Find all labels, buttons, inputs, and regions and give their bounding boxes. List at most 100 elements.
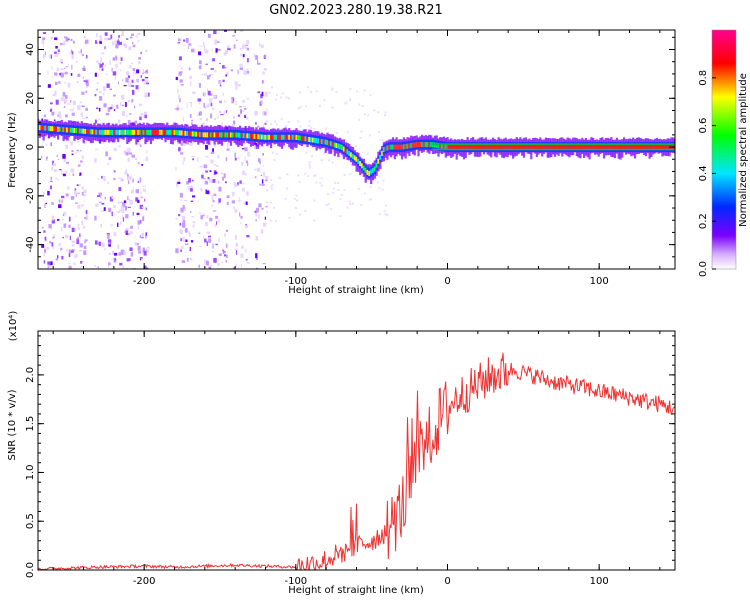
spectrogram-noise-cell: [81, 220, 83, 226]
spectrogram-noise-cell: [65, 234, 69, 238]
spectrogram-noise-cell: [65, 114, 68, 118]
spectrogram-noise-cell: [189, 75, 192, 80]
spectrogram-noise-cell: [255, 55, 258, 60]
spectrogram-noise-cell: [263, 111, 267, 116]
spectrogram-noise-cell: [242, 54, 245, 58]
spectrogram-noise-cell: [43, 32, 46, 34]
spectrogram-noise-cell: [45, 247, 49, 250]
spectrogram-noise-cell: [142, 216, 145, 222]
spectrogram-noise-cell: [205, 144, 209, 150]
spectrogram-noise-cell: [210, 113, 213, 119]
spectrogram-noise-cell: [129, 65, 132, 69]
trace-core-cell: [77, 128, 80, 134]
spectrogram-noise-cell: [260, 100, 262, 105]
trace-core-cell: [528, 144, 531, 150]
spectrogram-noise-cell: [103, 86, 106, 92]
trace-core-cell: [42, 125, 45, 131]
trace-core-cell: [623, 144, 626, 150]
spectrogram-noise-cell: [240, 253, 244, 258]
spectrogram-noise-cell: [95, 203, 99, 207]
trace-core-cell: [506, 144, 509, 150]
spectrogram-noise-cell: [205, 156, 209, 158]
trace-core-cell: [559, 144, 562, 150]
spectrogram-noise-cell: [109, 60, 111, 66]
spectrogram-noise-cell: [42, 50, 45, 52]
spectrogram-noise-cell: [98, 201, 102, 203]
spectrogram-noise-cell: [132, 44, 136, 48]
spectrogram-noise-cell: [339, 215, 342, 218]
trace-core-cell: [339, 144, 342, 150]
trace-core-cell: [654, 144, 657, 150]
spectrogram-noise-cell: [116, 104, 119, 109]
trace-core-cell: [401, 144, 404, 150]
trace-core-cell: [80, 128, 83, 134]
spectrogram-noise-cell: [198, 232, 201, 234]
trace-core-cell: [106, 129, 109, 135]
spectrogram-noise-cell: [116, 56, 118, 61]
spectrogram-noise-cell: [184, 143, 186, 146]
spectrogram-noise-cell: [313, 128, 316, 131]
trace-core-cell: [421, 142, 424, 148]
trace-core-cell: [603, 144, 606, 150]
spectrogram-noise-cell: [329, 208, 332, 211]
spectrogram-noise-cell: [145, 235, 147, 239]
trace-core-cell: [126, 129, 129, 135]
spectrogram-noise-cell: [109, 252, 112, 255]
spectrogram-noise-cell: [146, 69, 149, 74]
spectrogram-noise-cell: [63, 105, 66, 108]
spectrogram-noise-cell: [240, 245, 244, 249]
spectrogram-noise-cell: [364, 113, 366, 116]
spectrogram-noise-cell: [307, 86, 310, 89]
trace-core-cell: [337, 143, 340, 149]
spectrogram-noise-cell: [231, 123, 235, 127]
y-tick-label: 1.0: [25, 464, 36, 480]
spectrogram-noise-cell: [214, 39, 217, 45]
trace-core-cell: [517, 144, 520, 150]
spectrogram-noise-cell: [385, 204, 387, 207]
spectrogram-noise-cell: [190, 81, 192, 87]
spectrogram-noise-cell: [68, 267, 72, 269]
trace-core-cell: [572, 144, 575, 150]
trace-core-cell: [226, 132, 229, 138]
spectrogram-noise-cell: [85, 116, 88, 119]
spectrogram-noise-cell: [243, 44, 246, 47]
spectrogram-noise-cell: [262, 80, 264, 84]
spectrogram-noise-cell: [129, 199, 133, 205]
spectrogram-noise-cell: [108, 239, 111, 245]
trace-core-cell: [364, 167, 367, 173]
spectrogram-noise-cell: [377, 111, 380, 114]
trace-core-cell: [253, 133, 256, 139]
spectrogram-noise-cell: [66, 248, 68, 252]
spectrogram-noise-cell: [245, 44, 248, 46]
trace-core-cell: [342, 146, 345, 152]
spectrogram-noise-cell: [203, 92, 206, 97]
spectrogram-noise-cell: [122, 202, 126, 208]
spectrogram-noise-cell: [94, 119, 97, 124]
trace-core-cell: [200, 132, 203, 138]
spectrogram-noise-cell: [123, 150, 127, 155]
spectrogram-noise-cell: [255, 213, 258, 217]
spectrogram-noise-cell: [175, 248, 179, 254]
spectrogram-noise-cell: [320, 184, 323, 187]
trace-core-cell: [543, 144, 546, 150]
trace-core-cell: [317, 138, 320, 144]
spectrogram-noise-cell: [100, 195, 102, 199]
spectrogram-noise-cell: [70, 38, 73, 42]
spectrogram-noise-cell: [190, 257, 193, 261]
spectrogram-noise-cell: [177, 88, 179, 93]
spectrogram-noise-cell: [181, 245, 184, 249]
spectrogram-noise-cell: [63, 211, 67, 216]
spectrogram-noise-cell: [307, 124, 310, 127]
spectrogram-noise-cell: [95, 148, 99, 151]
spectrogram-noise-cell: [96, 60, 99, 63]
spectrogram-noise-cell: [219, 84, 222, 87]
spectrogram-noise-cell: [108, 262, 111, 266]
spectrogram-noise-cell: [200, 215, 204, 220]
trace-core-cell: [117, 129, 120, 135]
trace-core-cell: [306, 136, 309, 142]
trace-core-cell: [390, 144, 393, 150]
spectrogram-x-axis-label: Height of straight line (km): [288, 285, 424, 296]
spectrogram-noise-cell: [68, 253, 71, 257]
trace-core-cell: [450, 144, 453, 150]
